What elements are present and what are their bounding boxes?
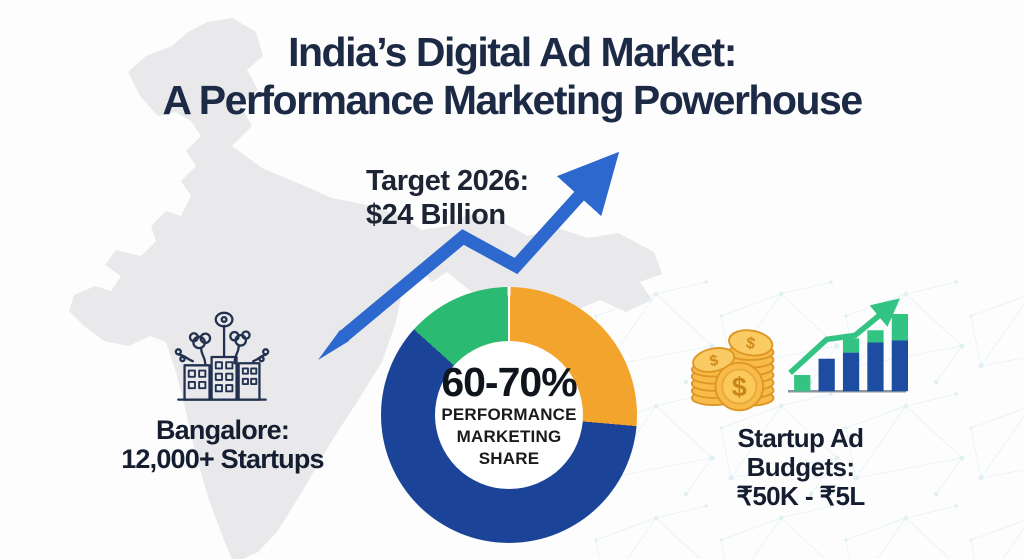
donut-center-label-line1: PERFORMANCE [441,405,577,424]
budget-stat-line1: Startup Ad [737,423,865,453]
svg-text:$: $ [732,372,747,402]
donut-center-value: 60-70% [441,359,577,405]
page-title: India’s Digital Ad Market: A Performance… [0,28,1024,124]
bangalore-stat-line1: Bangalore: [155,415,290,445]
target-2026-callout: Target 2026: $24 Billion [366,164,529,232]
donut-center-label-line2: MARKETING [456,427,562,446]
target-line1: Target 2026: [366,165,529,197]
donut-chart: 60-70% PERFORMANCE MARKETING SHARE [381,287,637,543]
donut-center: 60-70% PERFORMANCE MARKETING SHARE [435,341,583,489]
budget-stat-line2: Budgets: [746,452,855,482]
bangalore-stat-line2: 12,000+ Startups [121,444,324,474]
coin-stacks-icon: $ $ $ [690,329,775,412]
target-line2: $24 Billion [366,199,506,231]
svg-text:$: $ [745,334,757,353]
startup-buildings-icon [174,311,270,401]
budget-stat: Startup Ad Budgets: ₹50K - ₹5L [698,424,903,511]
growth-bar-chart-icon [788,298,908,393]
budget-stat-line3: ₹50K - ₹5L [736,481,865,511]
page-title-line1: India’s Digital Ad Market: [288,29,737,75]
bangalore-stat: Bangalore: 12,000+ Startups [100,416,345,474]
donut-center-label-line3: SHARE [478,449,540,468]
page-title-line2: A Performance Marketing Powerhouse [162,77,863,123]
